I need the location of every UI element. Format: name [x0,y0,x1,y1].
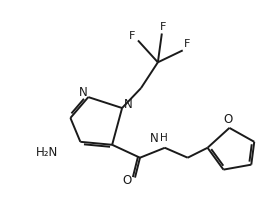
Text: F: F [184,40,190,50]
Text: N: N [150,132,158,145]
Text: H: H [160,133,168,143]
Text: N: N [79,86,88,99]
Text: F: F [129,32,135,42]
Text: F: F [160,22,166,32]
Text: N: N [124,97,132,111]
Text: O: O [224,113,233,127]
Text: H₂N: H₂N [36,146,58,159]
Text: O: O [122,174,132,187]
